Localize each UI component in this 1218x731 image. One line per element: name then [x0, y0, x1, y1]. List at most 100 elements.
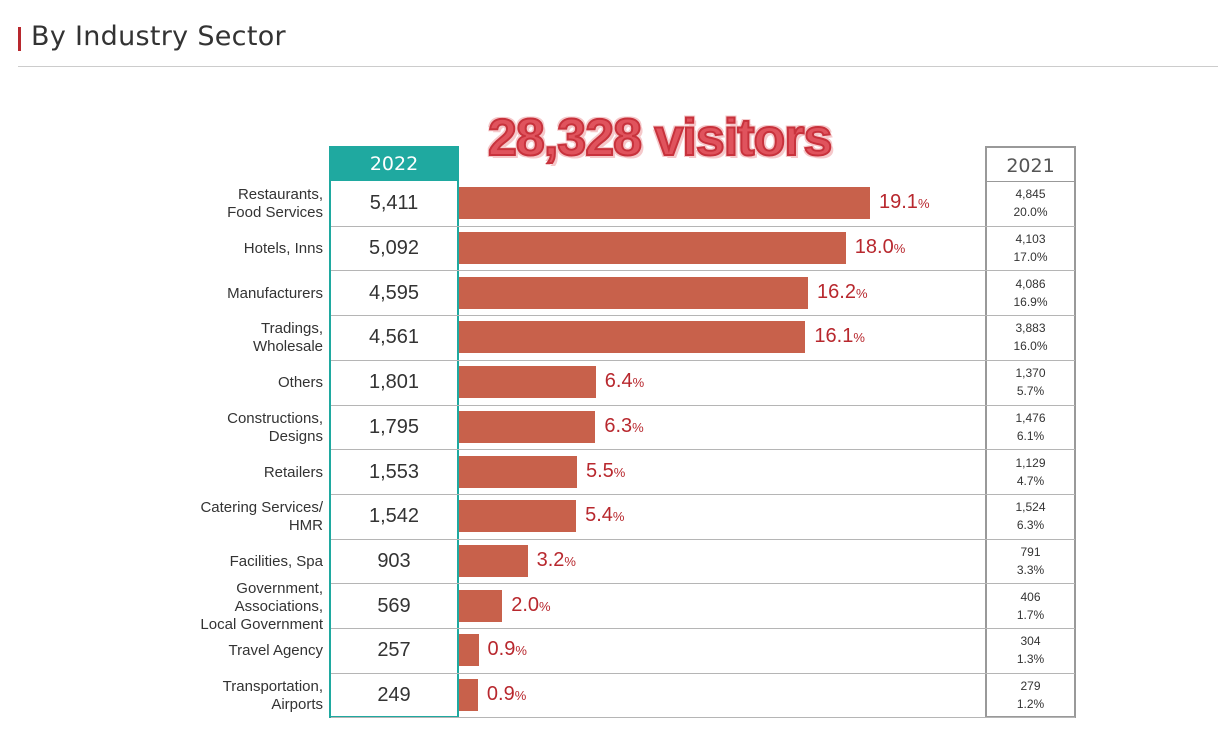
percent-2022-number: 18.0: [854, 236, 894, 259]
category-label-line: Manufacturers: [227, 284, 323, 302]
bar-2022: [459, 366, 596, 399]
bar-2022: [459, 321, 806, 354]
percent-sign: %: [853, 330, 865, 346]
category-label: Catering Services/HMR: [160, 499, 323, 535]
category-label-line: Airports: [271, 696, 323, 714]
category-label: Government, Associations, Local Government: [160, 580, 323, 634]
section-title: By Industry Sector: [31, 21, 286, 52]
value-2021-percent: 20.0%: [1013, 205, 1048, 220]
row-divider: [331, 449, 1075, 451]
category-label-line: Restaurants,: [237, 186, 323, 204]
value-2021-count: 4,103: [1015, 232, 1046, 247]
row-divider: [331, 717, 1075, 719]
category-label-line: Wholesale: [252, 338, 323, 356]
value-2021-percent: 16.9%: [1013, 294, 1048, 309]
category-label-line: Travel Agency: [228, 642, 324, 660]
value-2022: 5,411: [369, 192, 419, 215]
value-2022: 257: [377, 639, 411, 662]
section-accent-bar: [18, 27, 21, 51]
percent-2022-number: 6.3: [604, 414, 633, 437]
value-2021: 406 1.7%: [987, 588, 1074, 624]
total-visitors: 28,328 visitors: [487, 108, 833, 168]
value-2021-percent: 1.7%: [1016, 607, 1045, 622]
value-2021-percent: 1.2%: [1016, 697, 1045, 712]
value-2022: 5,092: [368, 237, 420, 260]
row-divider: [331, 359, 1075, 361]
value-2021: 304 1.3%: [987, 632, 1074, 668]
category-label-line: Designs: [268, 427, 323, 445]
category-label-line: Government,: [236, 579, 323, 597]
value-2021-count: 1,476: [1015, 410, 1046, 425]
category-label: Travel Agency: [160, 642, 324, 660]
value-2021-count: 1,129: [1015, 455, 1046, 470]
percent-2022: 5.5%: [586, 460, 625, 483]
percent-sign: %: [515, 643, 527, 659]
value-2021-count: 406: [1020, 589, 1041, 604]
category-label-line: Others: [277, 374, 323, 392]
category-label: Tradings, Wholesale: [160, 320, 323, 356]
percent-2022: 5.4%: [585, 504, 624, 527]
value-2022: 4,561: [368, 326, 420, 349]
bar-2022: [459, 634, 479, 667]
percent-2022-number: 6.4: [604, 370, 633, 393]
value-2021: 1,129 4.7%: [987, 454, 1074, 490]
category-label-line: Local Government: [200, 615, 323, 633]
row-divider: [331, 538, 1075, 540]
value-2021: 4,845 20.0%: [987, 185, 1074, 221]
percent-sign: %: [855, 285, 868, 301]
percent-2022: 16.1%: [814, 325, 865, 348]
percent-2022-number: 5.5: [585, 459, 614, 482]
row-divider: [331, 583, 1075, 585]
row-divider: [331, 225, 1075, 227]
column-2022: 2022: [329, 146, 459, 718]
value-2021: 1,524 6.3%: [987, 498, 1074, 534]
value-2022: 569: [377, 594, 411, 617]
bar-2022: [459, 500, 577, 533]
row-divider: [331, 404, 1075, 406]
percent-2022: 16.2%: [817, 281, 868, 304]
value-2021: 279 1.2%: [987, 677, 1074, 713]
percent-2022-number: 3.2: [536, 548, 565, 571]
percent-sign: %: [632, 419, 644, 435]
category-label-line: Associations,: [234, 597, 323, 615]
category-label-line: HMR: [288, 517, 323, 535]
category-label: Hotels, Inns: [160, 240, 323, 258]
category-label-line: Tradings,: [261, 320, 323, 338]
value-2021-percent: 16.0%: [1013, 339, 1048, 354]
percent-2022-number: 0.9: [487, 638, 516, 661]
category-label-line: Constructions,: [227, 409, 323, 427]
value-2021: 1,370 5.7%: [987, 364, 1074, 400]
value-2021-count: 3,883: [1015, 321, 1046, 336]
percent-2022: 0.9%: [487, 683, 526, 706]
bar-2022: [459, 544, 528, 577]
value-2022: 1,795: [368, 415, 420, 438]
category-label: Others: [160, 374, 323, 392]
value-2021-percent: 6.1%: [1016, 428, 1045, 443]
value-2022: 1,542: [368, 505, 420, 528]
value-2021-percent: 3.3%: [1016, 562, 1045, 577]
row-divider: [331, 315, 1075, 317]
percent-sign: %: [917, 196, 930, 212]
row-divider: [331, 270, 1075, 272]
value-2022: 903: [377, 549, 411, 572]
value-2021: 3,883 16.0%: [987, 319, 1074, 355]
row-divider: [331, 672, 1075, 674]
value-2021-percent: 5.7%: [1016, 384, 1045, 399]
value-2021: 791 3.3%: [987, 543, 1074, 579]
value-2021: 4,103 17.0%: [987, 230, 1074, 266]
value-2021-count: 4,086: [1015, 276, 1046, 291]
category-label-line: Transportation,: [222, 678, 323, 696]
percent-2022-number: 16.1: [814, 325, 854, 348]
category-label: Constructions, Designs: [160, 410, 323, 446]
percent-sign: %: [893, 241, 906, 257]
value-2021: 1,476 6.1%: [987, 409, 1074, 445]
value-2021-percent: 6.3%: [1016, 518, 1045, 533]
row-divider: [331, 493, 1075, 495]
value-2021-count: 4,845: [1015, 187, 1046, 202]
category-label: Manufacturers: [160, 285, 323, 303]
percent-sign: %: [564, 553, 576, 569]
category-label: Restaurants, Food Services: [160, 186, 323, 222]
value-2022: 4,595: [368, 281, 420, 304]
value-2021-count: 1,524: [1015, 500, 1046, 515]
percent-2022: 18.0%: [855, 236, 906, 259]
